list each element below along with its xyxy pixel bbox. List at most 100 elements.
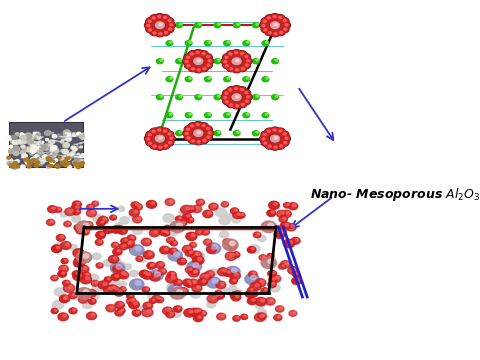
Circle shape bbox=[103, 286, 114, 294]
Circle shape bbox=[149, 270, 163, 281]
Circle shape bbox=[271, 275, 281, 282]
Circle shape bbox=[268, 32, 271, 34]
Circle shape bbox=[209, 269, 217, 275]
Circle shape bbox=[236, 59, 239, 62]
Circle shape bbox=[74, 164, 77, 166]
Circle shape bbox=[269, 201, 279, 209]
Circle shape bbox=[14, 147, 19, 150]
Circle shape bbox=[279, 26, 289, 33]
Circle shape bbox=[116, 270, 127, 278]
Circle shape bbox=[62, 152, 67, 154]
Circle shape bbox=[176, 95, 182, 100]
Circle shape bbox=[46, 157, 49, 159]
Circle shape bbox=[232, 86, 241, 93]
Circle shape bbox=[270, 143, 280, 150]
Circle shape bbox=[146, 201, 156, 208]
Circle shape bbox=[36, 152, 42, 156]
Circle shape bbox=[168, 19, 171, 22]
Circle shape bbox=[83, 297, 86, 300]
Circle shape bbox=[37, 161, 43, 165]
Circle shape bbox=[61, 149, 65, 152]
Circle shape bbox=[194, 58, 203, 64]
Circle shape bbox=[224, 41, 230, 46]
Circle shape bbox=[54, 309, 57, 311]
Circle shape bbox=[68, 163, 70, 164]
Circle shape bbox=[229, 89, 232, 91]
Circle shape bbox=[221, 94, 231, 101]
Circle shape bbox=[81, 154, 84, 156]
Circle shape bbox=[127, 293, 134, 299]
Circle shape bbox=[237, 292, 240, 294]
Circle shape bbox=[221, 58, 231, 65]
Circle shape bbox=[73, 148, 77, 151]
Circle shape bbox=[53, 152, 57, 155]
Circle shape bbox=[206, 277, 221, 288]
Circle shape bbox=[228, 271, 230, 273]
Circle shape bbox=[265, 129, 274, 135]
Circle shape bbox=[292, 271, 300, 277]
Circle shape bbox=[110, 306, 114, 309]
Circle shape bbox=[166, 41, 173, 46]
Circle shape bbox=[216, 281, 226, 289]
Circle shape bbox=[47, 219, 55, 225]
Circle shape bbox=[50, 160, 55, 164]
Circle shape bbox=[203, 126, 212, 133]
Circle shape bbox=[85, 222, 93, 228]
Circle shape bbox=[227, 64, 236, 72]
Circle shape bbox=[185, 77, 192, 82]
Circle shape bbox=[164, 230, 168, 233]
Circle shape bbox=[115, 301, 124, 309]
Circle shape bbox=[258, 313, 266, 319]
Circle shape bbox=[85, 277, 90, 280]
Circle shape bbox=[241, 314, 248, 319]
Circle shape bbox=[174, 286, 180, 291]
Circle shape bbox=[199, 123, 208, 130]
Circle shape bbox=[165, 131, 173, 138]
Circle shape bbox=[193, 309, 202, 315]
Circle shape bbox=[147, 262, 156, 269]
Circle shape bbox=[225, 252, 237, 260]
Circle shape bbox=[196, 278, 204, 283]
Circle shape bbox=[205, 271, 215, 278]
Circle shape bbox=[233, 212, 242, 219]
Circle shape bbox=[279, 18, 289, 25]
Circle shape bbox=[57, 134, 62, 138]
Circle shape bbox=[264, 142, 267, 144]
Circle shape bbox=[241, 103, 244, 105]
Circle shape bbox=[272, 283, 275, 285]
Circle shape bbox=[274, 137, 277, 139]
Circle shape bbox=[275, 95, 278, 97]
Circle shape bbox=[160, 95, 163, 97]
Circle shape bbox=[293, 311, 295, 314]
Circle shape bbox=[150, 15, 159, 22]
Circle shape bbox=[142, 308, 153, 317]
Circle shape bbox=[234, 293, 238, 295]
Circle shape bbox=[105, 276, 115, 284]
Circle shape bbox=[147, 310, 151, 312]
Circle shape bbox=[232, 58, 241, 64]
Circle shape bbox=[187, 261, 202, 272]
Circle shape bbox=[189, 308, 200, 316]
Circle shape bbox=[51, 141, 55, 143]
Circle shape bbox=[28, 138, 33, 141]
Text: Nano- Mesoporous $Al_2O_3$ catalyst: Nano- Mesoporous $Al_2O_3$ catalyst bbox=[310, 186, 480, 203]
Circle shape bbox=[161, 29, 169, 35]
Circle shape bbox=[31, 158, 36, 162]
Circle shape bbox=[30, 149, 36, 153]
Circle shape bbox=[271, 14, 279, 21]
Circle shape bbox=[223, 90, 232, 96]
Circle shape bbox=[112, 286, 116, 289]
Circle shape bbox=[207, 64, 210, 66]
Circle shape bbox=[207, 240, 210, 242]
Circle shape bbox=[80, 227, 89, 234]
Circle shape bbox=[68, 134, 71, 135]
Circle shape bbox=[38, 140, 42, 143]
Circle shape bbox=[22, 147, 26, 150]
Circle shape bbox=[282, 265, 285, 267]
Circle shape bbox=[146, 26, 155, 32]
Circle shape bbox=[191, 207, 194, 209]
Circle shape bbox=[199, 123, 208, 130]
Circle shape bbox=[187, 128, 190, 130]
Circle shape bbox=[232, 252, 240, 258]
Circle shape bbox=[186, 217, 194, 223]
